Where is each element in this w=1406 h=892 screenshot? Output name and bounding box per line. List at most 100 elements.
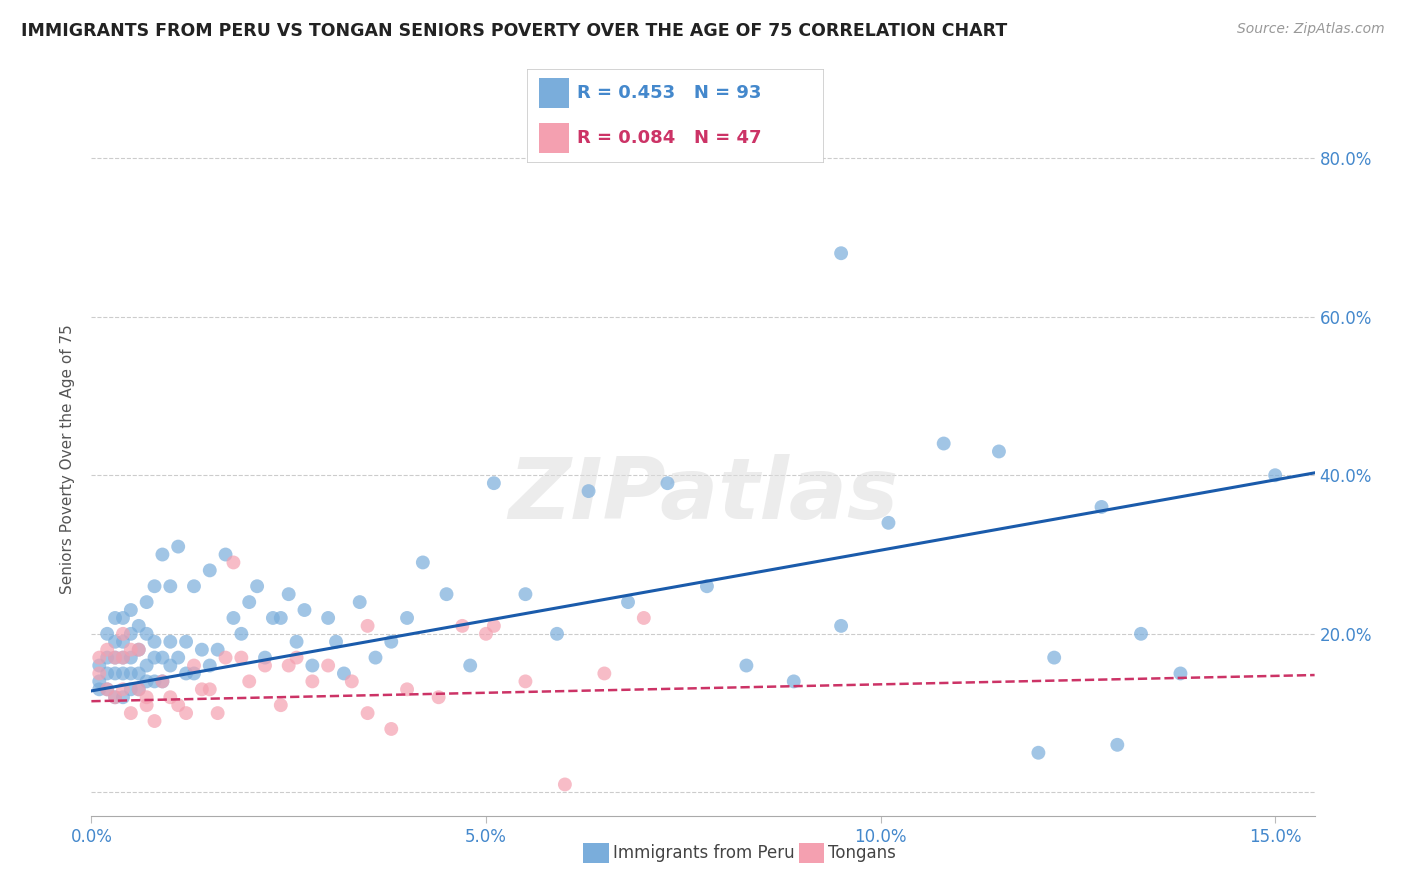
Point: [128, 642, 150, 657]
Point: [349, 595, 371, 609]
Point: [270, 611, 292, 625]
Bar: [538, 78, 568, 108]
Point: [152, 674, 174, 689]
Point: [356, 619, 378, 633]
Point: [316, 658, 339, 673]
Point: [89, 674, 111, 689]
Point: [657, 476, 679, 491]
Text: IMMIGRANTS FROM PERU VS TONGAN SENIORS POVERTY OVER THE AGE OF 75 CORRELATION CH: IMMIGRANTS FROM PERU VS TONGAN SENIORS P…: [21, 22, 1007, 40]
Text: R = 0.084   N = 47: R = 0.084 N = 47: [578, 129, 762, 147]
Point: [238, 595, 260, 609]
Point: [396, 682, 419, 697]
Point: [578, 484, 600, 499]
Point: [198, 682, 221, 697]
Point: [135, 690, 157, 705]
Point: [96, 627, 118, 641]
Point: [735, 658, 758, 673]
Point: [96, 682, 118, 697]
Point: [238, 674, 260, 689]
Y-axis label: Seniors Poverty Over the Age of 75: Seniors Poverty Over the Age of 75: [60, 325, 76, 594]
Point: [128, 682, 150, 697]
Point: [183, 666, 205, 681]
Point: [89, 650, 111, 665]
Point: [356, 706, 378, 720]
Point: [143, 579, 166, 593]
Point: [783, 674, 806, 689]
Point: [96, 650, 118, 665]
Point: [135, 658, 157, 673]
Point: [128, 682, 150, 697]
Point: [246, 579, 269, 593]
Point: [111, 611, 134, 625]
Point: [174, 666, 197, 681]
Point: [104, 650, 127, 665]
Point: [412, 556, 434, 570]
Point: [143, 674, 166, 689]
Point: [214, 650, 236, 665]
Point: [135, 627, 157, 641]
Point: [222, 611, 245, 625]
Point: [120, 650, 142, 665]
Point: [427, 690, 450, 705]
Point: [482, 476, 505, 491]
Point: [198, 563, 221, 577]
Point: [152, 674, 174, 689]
Point: [1043, 650, 1066, 665]
Point: [270, 698, 292, 713]
Point: [89, 658, 111, 673]
Point: [120, 706, 142, 720]
Point: [167, 540, 190, 554]
Point: [207, 706, 229, 720]
Text: ZIPatlas: ZIPatlas: [508, 453, 898, 537]
Point: [96, 666, 118, 681]
Point: [111, 650, 134, 665]
Point: [482, 619, 505, 633]
Point: [231, 627, 253, 641]
Point: [696, 579, 718, 593]
Point: [143, 634, 166, 648]
Point: [1028, 746, 1050, 760]
Bar: [538, 123, 568, 153]
Point: [111, 682, 134, 697]
Point: [159, 579, 181, 593]
Point: [436, 587, 458, 601]
Point: [96, 642, 118, 657]
Point: [143, 650, 166, 665]
Point: [89, 682, 111, 697]
Point: [104, 634, 127, 648]
Point: [285, 634, 308, 648]
Point: [183, 579, 205, 593]
Point: [364, 650, 387, 665]
Point: [128, 666, 150, 681]
Point: [111, 650, 134, 665]
Point: [380, 722, 402, 736]
Point: [143, 714, 166, 728]
Point: [515, 587, 537, 601]
Point: [111, 634, 134, 648]
Point: [932, 436, 955, 450]
Point: [253, 658, 276, 673]
Point: [104, 690, 127, 705]
Point: [96, 682, 118, 697]
Point: [380, 634, 402, 648]
Point: [174, 634, 197, 648]
Text: R = 0.453   N = 93: R = 0.453 N = 93: [578, 84, 762, 102]
Point: [128, 642, 150, 657]
Point: [104, 690, 127, 705]
Point: [633, 611, 655, 625]
Point: [111, 690, 134, 705]
Text: Source: ZipAtlas.com: Source: ZipAtlas.com: [1237, 22, 1385, 37]
Point: [191, 682, 214, 697]
Point: [277, 658, 299, 673]
Point: [167, 650, 190, 665]
Point: [231, 650, 253, 665]
Point: [174, 706, 197, 720]
Point: [515, 674, 537, 689]
Point: [104, 666, 127, 681]
Point: [135, 595, 157, 609]
Point: [89, 666, 111, 681]
Point: [546, 627, 568, 641]
Point: [253, 650, 276, 665]
Point: [159, 690, 181, 705]
Point: [120, 627, 142, 641]
